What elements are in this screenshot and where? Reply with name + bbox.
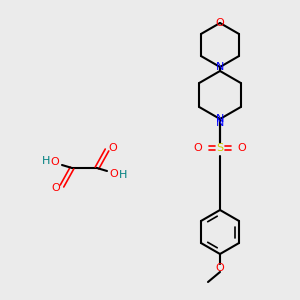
Text: H: H xyxy=(119,170,127,180)
Text: O: O xyxy=(109,143,117,153)
Text: O: O xyxy=(51,157,59,167)
Text: O: O xyxy=(216,263,224,273)
Text: N: N xyxy=(216,62,224,72)
Text: N: N xyxy=(216,118,224,128)
Text: O: O xyxy=(238,143,246,153)
Text: O: O xyxy=(52,183,60,193)
Text: O: O xyxy=(216,18,224,28)
Text: S: S xyxy=(216,143,224,153)
Text: H: H xyxy=(42,156,50,166)
Text: N: N xyxy=(216,114,224,124)
Text: O: O xyxy=(110,169,118,179)
Text: O: O xyxy=(194,143,202,153)
